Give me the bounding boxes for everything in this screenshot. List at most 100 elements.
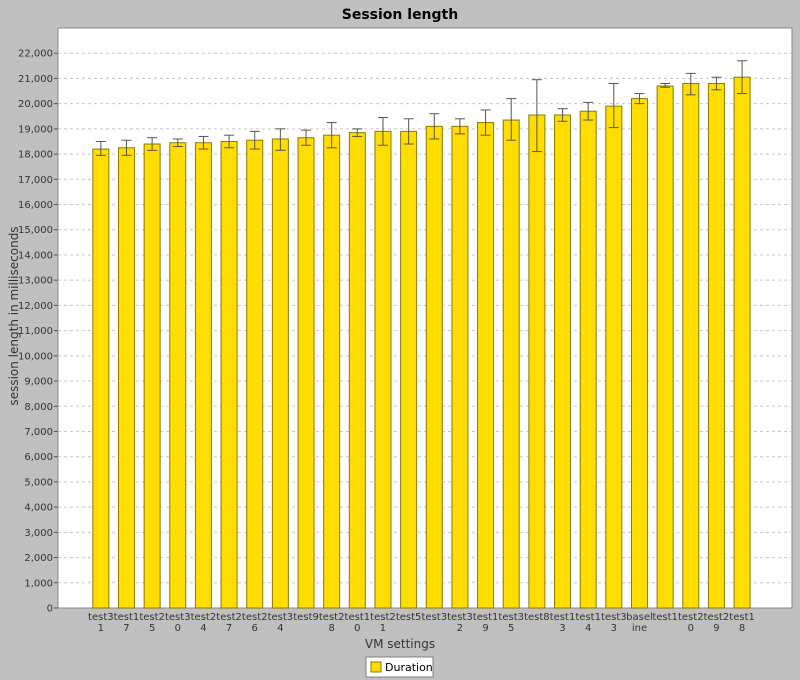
x-tick-label: test2 — [191, 612, 217, 623]
x-axis-label: VM settings — [365, 637, 435, 651]
y-tick-label: 10,000 — [18, 351, 53, 362]
y-tick-label: 8,000 — [24, 402, 53, 413]
bar — [579, 110, 597, 609]
x-tick-label-line2: 9 — [713, 623, 719, 634]
bar — [656, 85, 674, 609]
x-tick-label: test5 — [396, 612, 422, 623]
bars — [92, 76, 751, 609]
bar — [143, 143, 161, 609]
x-tick-label-line2: 0 — [688, 623, 694, 634]
x-tick-label-line2: 6 — [252, 623, 258, 634]
x-tick-label-line2: 7 — [226, 623, 232, 634]
error-bar — [608, 82, 619, 129]
bar — [246, 139, 264, 609]
error-bar — [634, 93, 645, 105]
y-axis-label: session length in milliseconds — [7, 226, 21, 405]
x-tick-label-line2: 8 — [328, 623, 334, 634]
x-tick-label-line2: 3 — [559, 623, 565, 634]
bar — [451, 125, 469, 609]
x-tick-label: test8 — [524, 612, 550, 623]
y-tick-label: 16,000 — [18, 200, 53, 211]
x-axis-ticks: test31test17test25test30test24test27test… — [88, 612, 755, 634]
x-tick-label: test1 — [345, 612, 371, 623]
bar — [323, 134, 341, 609]
bar — [733, 76, 751, 609]
error-bar — [583, 101, 594, 121]
x-tick-label-line2: 2 — [457, 623, 463, 634]
error-bar — [506, 98, 517, 141]
y-axis-ticks: 0 1,000 2,000 3,000 4,000 5,000 6,000 7,000 8,00… — [18, 49, 58, 615]
error-bar — [121, 139, 132, 156]
y-tick-label: 17,000 — [18, 175, 53, 186]
error-bar — [480, 109, 491, 136]
legend-label-duration: Duration — [385, 661, 433, 674]
bar — [271, 138, 289, 609]
y-tick-label: 1,000 — [24, 578, 53, 589]
x-tick-label: test1 — [473, 612, 499, 623]
x-tick-label: test1 — [729, 612, 755, 623]
y-tick-label: 19,000 — [18, 124, 53, 135]
bar — [528, 114, 546, 609]
y-tick-label: 7,000 — [24, 427, 53, 438]
error-bar — [198, 135, 209, 150]
x-tick-label: test3 — [421, 612, 447, 623]
bar — [169, 142, 187, 609]
error-bar — [377, 117, 388, 146]
error-bar — [275, 128, 286, 151]
x-tick-label: test3 — [498, 612, 524, 623]
x-tick-label-line2: 0 — [175, 623, 181, 634]
bar — [682, 82, 700, 609]
x-tick-label: test3 — [165, 612, 191, 623]
y-tick-label: 18,000 — [18, 150, 53, 161]
y-tick-label: 5,000 — [24, 477, 53, 488]
error-bar — [531, 79, 542, 153]
x-tick-label-line2: 9 — [482, 623, 488, 634]
y-tick-label: 11,000 — [18, 326, 53, 337]
x-tick-label: test1 — [575, 612, 601, 623]
chart-title: Session length — [342, 7, 458, 23]
error-bar — [660, 82, 671, 88]
bar — [194, 142, 212, 609]
y-tick-label: 4,000 — [24, 503, 53, 514]
x-tick-label: test3 — [601, 612, 627, 623]
y-tick-label: 14,000 — [18, 250, 53, 261]
y-tick-label: 13,000 — [18, 276, 53, 287]
bar — [220, 140, 238, 609]
x-tick-label-line2: 7 — [123, 623, 129, 634]
x-tick-label: test2 — [216, 612, 242, 623]
y-tick-label: 9,000 — [24, 377, 53, 388]
x-tick-label: test2 — [242, 612, 268, 623]
error-bar — [147, 137, 158, 151]
x-tick-label: test3 — [88, 612, 114, 623]
y-tick-label: 22,000 — [18, 49, 53, 60]
error-bar — [95, 140, 106, 156]
x-tick-label-line2: 4 — [585, 623, 591, 634]
x-tick-label-line2: 0 — [354, 623, 360, 634]
x-tick-label: test9 — [293, 612, 319, 623]
bar — [400, 130, 418, 609]
bar — [92, 148, 110, 609]
x-tick-label: test2 — [370, 612, 396, 623]
error-bar — [249, 130, 260, 150]
bar — [348, 132, 366, 609]
error-bar — [685, 72, 696, 96]
x-tick-label-line2: 4 — [277, 623, 283, 634]
y-tick-label: 0 — [47, 604, 53, 615]
bar — [425, 125, 443, 609]
error-bar — [352, 128, 363, 137]
error-bar — [737, 60, 748, 95]
plot-area — [57, 27, 793, 609]
x-tick-label: test2 — [139, 612, 165, 623]
x-tick-label: test3 — [268, 612, 294, 623]
x-tick-label: test2 — [319, 612, 345, 623]
x-tick-label-line2: 4 — [200, 623, 206, 634]
bar — [707, 82, 725, 609]
error-bar — [557, 108, 568, 122]
bar — [554, 114, 572, 609]
bar — [374, 130, 392, 609]
y-tick-label: 15,000 — [18, 225, 53, 236]
error-bar — [454, 118, 465, 135]
y-tick-label: 2,000 — [24, 553, 53, 564]
